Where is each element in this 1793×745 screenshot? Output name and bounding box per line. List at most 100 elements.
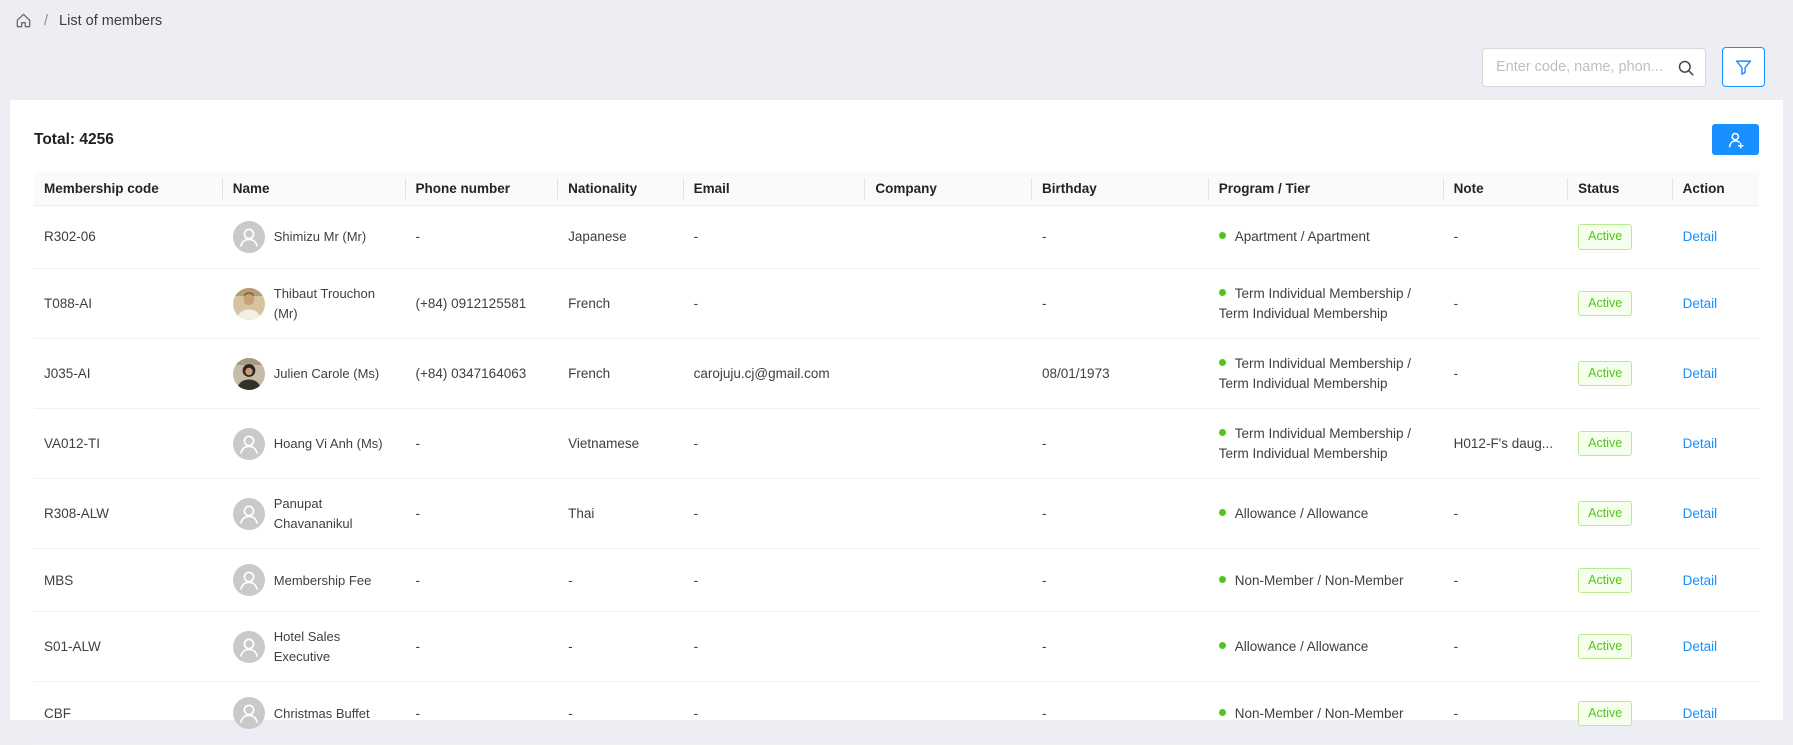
- cell-birthday: -: [1032, 681, 1209, 745]
- cell-email: -: [683, 205, 866, 269]
- column-header-birthday: Birthday: [1032, 172, 1209, 206]
- detail-link[interactable]: Detail: [1682, 229, 1718, 245]
- cell-program-tier: Apartment / Apartment: [1208, 205, 1444, 269]
- cell-status: Active: [1568, 548, 1673, 613]
- member-name: Membership Fee: [273, 572, 372, 588]
- cell-company: [865, 681, 1033, 745]
- cell-phone-number: -: [405, 478, 559, 550]
- detail-link[interactable]: Detail: [1682, 436, 1718, 452]
- cell-company: [865, 548, 1033, 613]
- program-status-dot: [1218, 359, 1226, 367]
- avatar-placeholder-icon: [232, 564, 265, 597]
- detail-link[interactable]: Detail: [1682, 572, 1718, 588]
- total-count: Total: 4256: [34, 130, 114, 148]
- column-header-program-tier: Program / Tier: [1208, 172, 1444, 206]
- program-status-dot: [1218, 575, 1226, 583]
- status-badge: Active: [1578, 634, 1633, 660]
- home-icon[interactable]: [14, 11, 33, 30]
- cell-company: [865, 268, 1033, 340]
- cell-membership-code: S01-ALW: [34, 611, 223, 683]
- status-badge: Active: [1578, 224, 1633, 250]
- cell-status: Active: [1568, 268, 1673, 340]
- detail-link[interactable]: Detail: [1682, 506, 1718, 522]
- column-header-status: Status: [1568, 172, 1673, 206]
- cell-note: -: [1443, 478, 1569, 550]
- column-header-nationality: Nationality: [558, 172, 684, 206]
- cell-action: Detail: [1672, 548, 1759, 613]
- cell-nationality: Japanese: [558, 205, 684, 269]
- table-row: CBF Christmas Buffet - - - - Non-Member / Non-…: [34, 681, 1759, 745]
- cell-program-tier: Allowance / Allowance: [1208, 478, 1444, 550]
- search-box: [1482, 47, 1706, 87]
- cell-company: [865, 338, 1033, 410]
- cell-name: Thibaut Trouchon (Mr): [222, 268, 406, 340]
- cell-note: -: [1443, 205, 1569, 269]
- cell-company: [865, 408, 1033, 480]
- card-header: Total: 4256: [10, 100, 1783, 172]
- table-row: R302-06 Shimizu Mr (Mr) - Japanese - - Apartme…: [34, 205, 1759, 269]
- cell-program-tier: Non-Member / Non-Member: [1208, 681, 1444, 745]
- cell-membership-code: MBS: [34, 548, 223, 613]
- detail-link[interactable]: Detail: [1682, 705, 1718, 721]
- cell-email: -: [683, 268, 866, 340]
- table-header-row: Membership code Name Phone number Nationali…: [34, 172, 1759, 206]
- cell-action: Detail: [1672, 205, 1759, 269]
- cell-company: [865, 478, 1033, 550]
- cell-email: -: [683, 681, 866, 745]
- add-member-button[interactable]: [1712, 124, 1759, 155]
- status-badge: Active: [1578, 567, 1633, 593]
- cell-email: -: [683, 548, 866, 613]
- table-body: R302-06 Shimizu Mr (Mr) - Japanese - - Apartme…: [34, 205, 1759, 745]
- cell-program-tier: Non-Member / Non-Member: [1208, 548, 1444, 613]
- search-icon[interactable]: [1677, 59, 1695, 82]
- content-card: Total: 4256 Membership code Name Phone num…: [10, 100, 1783, 745]
- cell-note: -: [1443, 338, 1569, 410]
- cell-nationality: -: [558, 611, 684, 683]
- filter-button[interactable]: [1722, 47, 1765, 87]
- program-status-dot: [1218, 509, 1226, 517]
- detail-link[interactable]: Detail: [1682, 295, 1718, 311]
- cell-status: Active: [1568, 205, 1673, 269]
- member-name: Thibaut Trouchon (Mr): [273, 286, 375, 321]
- detail-link[interactable]: Detail: [1682, 365, 1718, 381]
- cell-status: Active: [1568, 681, 1673, 745]
- table-row: R308-ALW Panupat Chavananikul - Thai - - Allow…: [34, 478, 1759, 550]
- cell-note: -: [1443, 681, 1569, 745]
- cell-membership-code: R308-ALW: [34, 478, 223, 550]
- cell-action: Detail: [1672, 268, 1759, 340]
- search-input[interactable]: [1483, 59, 1705, 75]
- cell-status: Active: [1568, 338, 1673, 410]
- program-status-dot: [1218, 429, 1226, 437]
- cell-nationality: French: [558, 268, 684, 340]
- table-row: S01-ALW Hotel Sales Executive - - - - Allowanc…: [34, 611, 1759, 683]
- cell-membership-code: VA012-TI: [34, 408, 223, 480]
- cell-action: Detail: [1672, 478, 1759, 550]
- program-status-dot: [1218, 708, 1226, 716]
- cell-email: -: [683, 478, 866, 550]
- cell-membership-code: R302-06: [34, 205, 223, 269]
- cell-action: Detail: [1672, 611, 1759, 683]
- cell-nationality: Thai: [558, 478, 684, 550]
- cell-birthday: -: [1032, 268, 1209, 340]
- member-name: Julien Carole (Ms): [273, 365, 380, 381]
- program-status-dot: [1218, 232, 1226, 240]
- avatar-placeholder-icon: [232, 221, 265, 253]
- avatar-placeholder-icon: [232, 497, 265, 530]
- toolbar: [1482, 47, 1765, 87]
- cell-name: Julien Carole (Ms): [222, 338, 406, 410]
- cell-phone-number: -: [405, 681, 559, 745]
- breadcrumb-separator: /: [44, 12, 49, 29]
- cell-nationality: French: [558, 338, 684, 410]
- cell-membership-code: CBF: [34, 681, 223, 745]
- cell-company: [865, 611, 1033, 683]
- breadcrumb: / List of members: [0, 0, 1793, 32]
- table-row: J035-AI Julien Carole (Ms) (+84) 034716406…: [34, 338, 1759, 410]
- status-badge: Active: [1578, 700, 1633, 726]
- avatar-placeholder-icon: [232, 630, 265, 663]
- cell-birthday: -: [1032, 548, 1209, 613]
- cell-status: Active: [1568, 478, 1673, 550]
- cell-membership-code: J035-AI: [34, 338, 223, 410]
- cell-birthday: -: [1032, 205, 1209, 269]
- avatar-placeholder-icon: [232, 697, 265, 730]
- detail-link[interactable]: Detail: [1682, 639, 1718, 655]
